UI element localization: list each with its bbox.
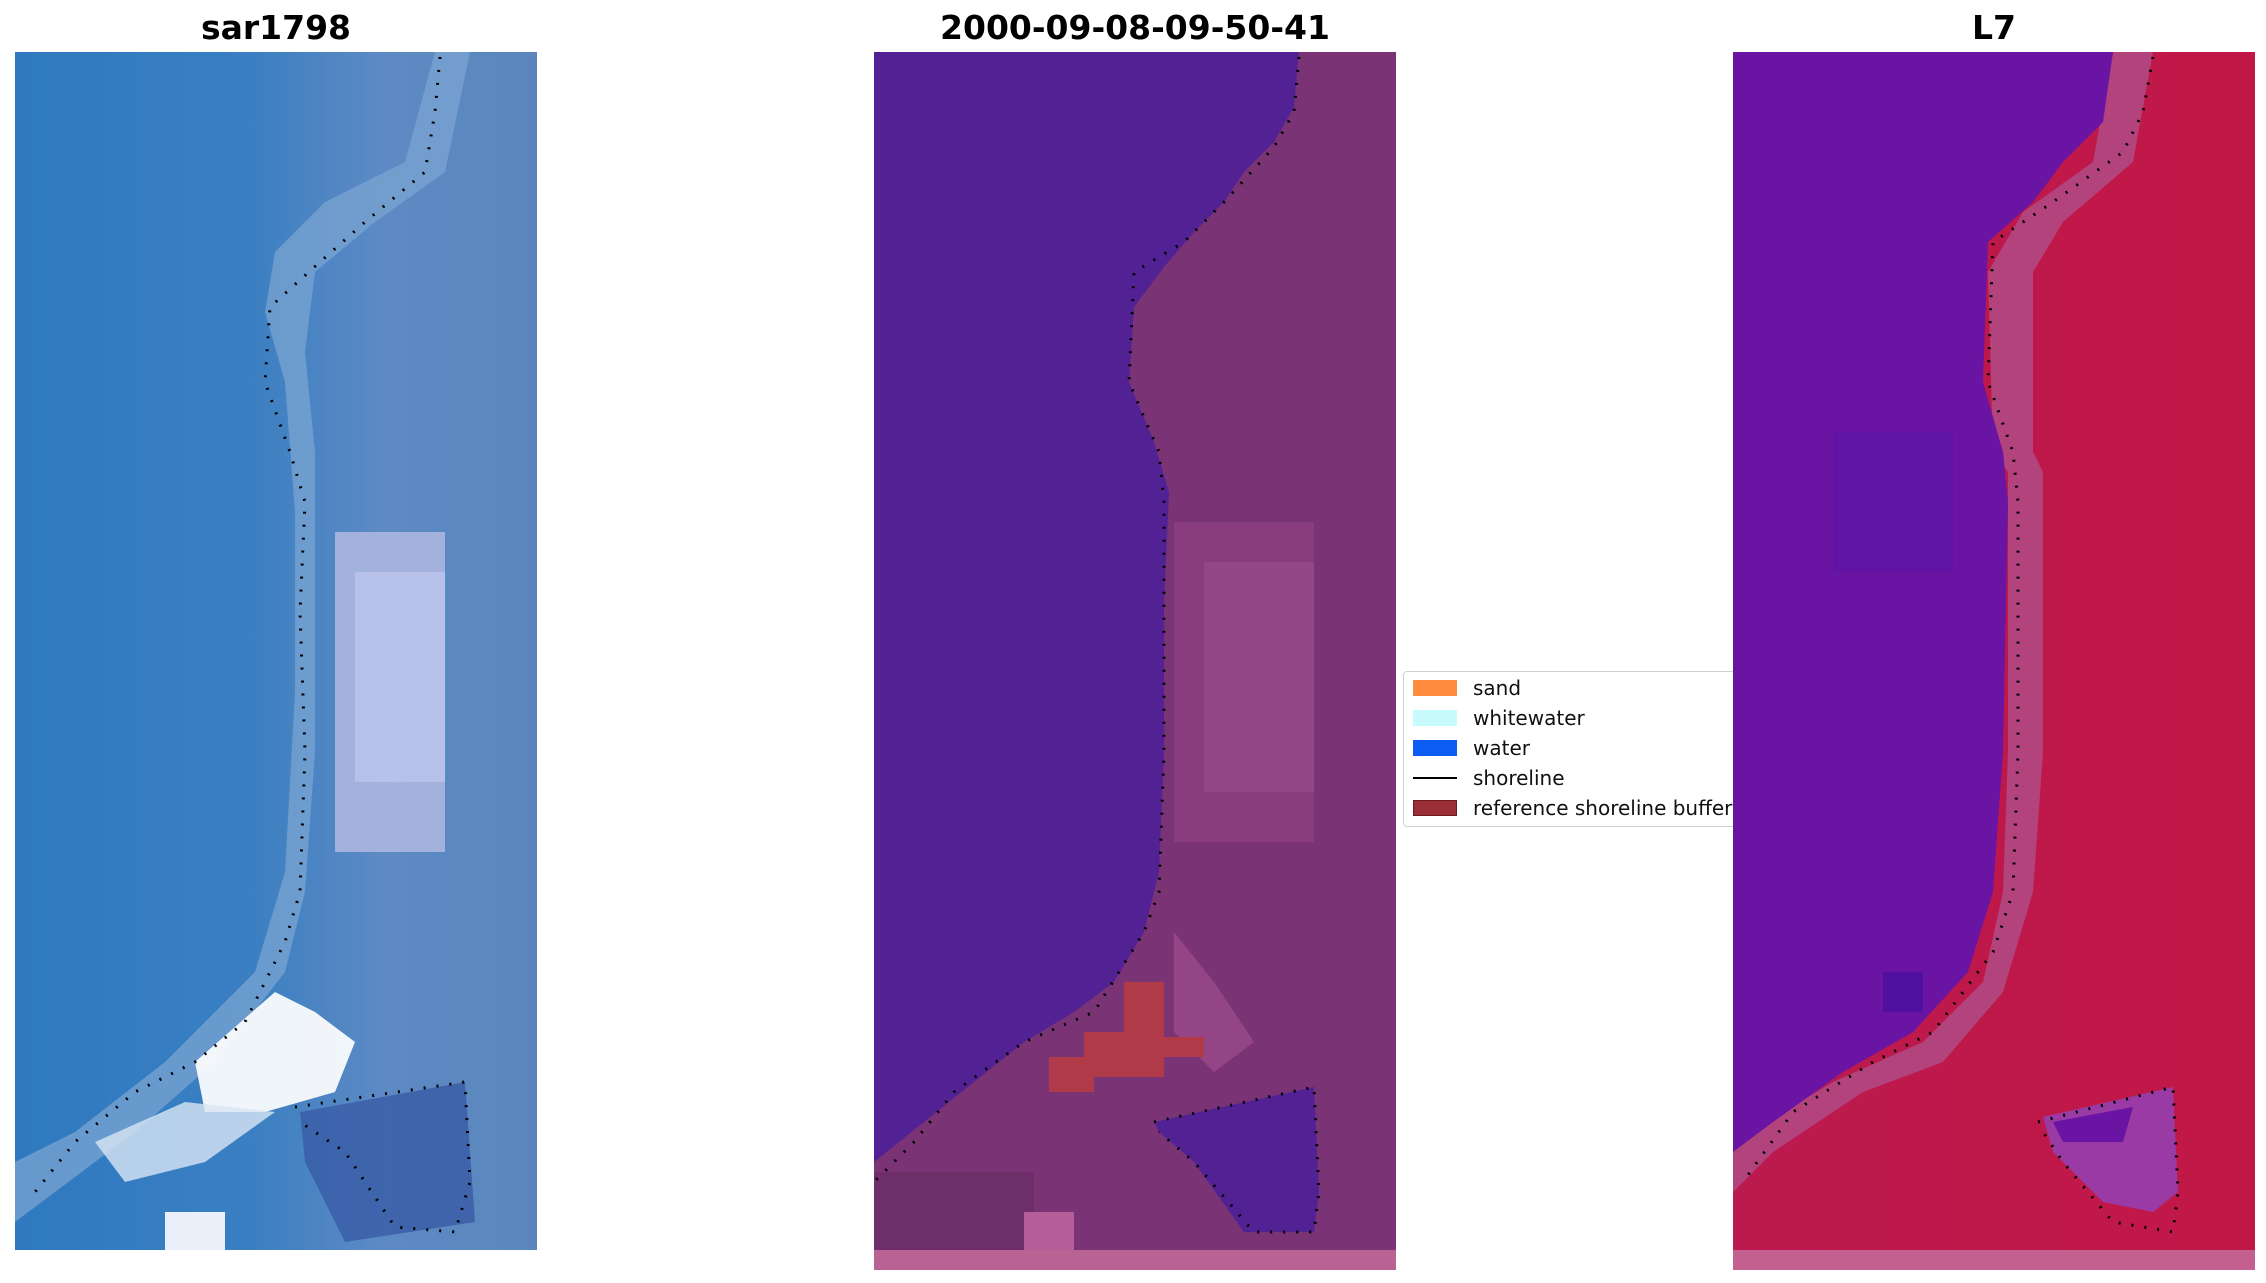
whitewater-swatch [1413,710,1457,726]
panel-title-classification: 2000-09-08-09-50-41 [940,8,1330,47]
legend-item-water: water [1413,735,1530,761]
mndwi-image [1733,52,2255,1270]
legend-label-shoreline: shoreline [1473,766,1565,790]
water-index-region [1733,52,2113,1152]
sand-swatch [1413,680,1457,696]
water-swatch [1413,740,1457,756]
panel-title-l7: L7 [1972,8,2016,47]
rgb-satellite-image [15,52,537,1250]
legend-item-sand: sand [1413,675,1521,701]
classified-image [874,52,1396,1270]
legend-label-water: water [1473,736,1530,760]
legend-item-shoreline: shoreline [1413,765,1565,791]
water-class-region [874,52,1299,1162]
legend-label-buffer: reference shoreline buffer [1473,796,1733,820]
mndwi-image-panel [1733,52,2255,1270]
buffer-swatch [1413,800,1457,816]
legend: sand whitewater water shoreline referenc… [1403,671,1743,827]
legend-label-sand: sand [1473,676,1522,700]
legend-item-whitewater: whitewater [1413,705,1585,731]
reference-buffer-region [1049,982,1204,1092]
rgb-image-panel [15,52,537,1250]
legend-item-buffer: reference shoreline buffer [1413,795,1732,821]
classified-image-panel [874,52,1396,1270]
legend-label-whitewater: whitewater [1473,706,1585,730]
shoreline-line-swatch [1413,777,1457,779]
panel-title-rgb: sar1798 [200,8,352,47]
